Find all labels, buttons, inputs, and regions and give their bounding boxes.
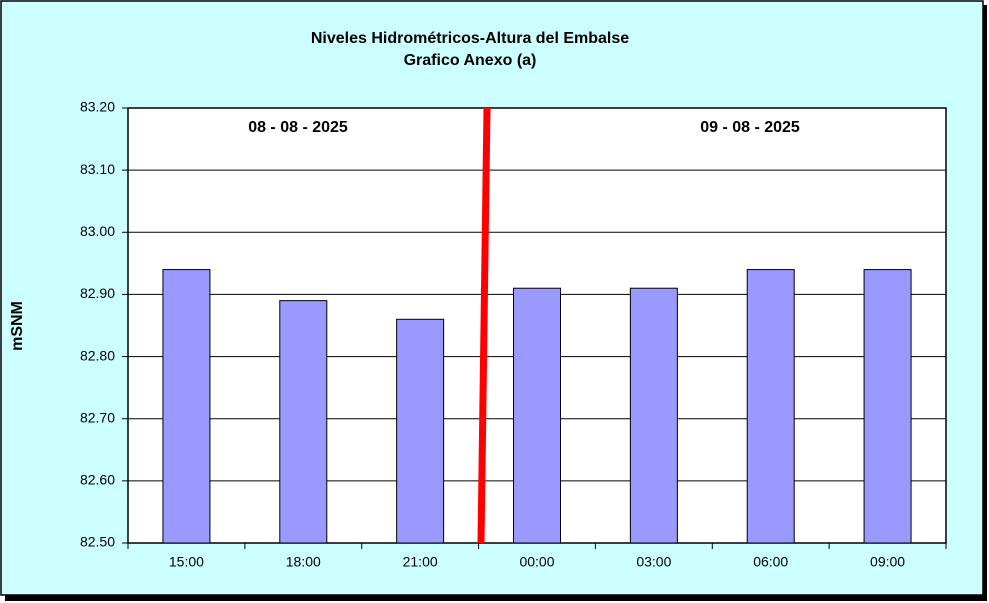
bar bbox=[629, 287, 678, 544]
x-tick-label: 03:00 bbox=[636, 554, 671, 570]
x-tick-label: 21:00 bbox=[403, 554, 438, 570]
y-tick-label: 82.80 bbox=[80, 347, 115, 363]
annotation: 08 - 08 - 2025 bbox=[248, 119, 348, 136]
y-tick-label: 82.70 bbox=[80, 409, 115, 425]
bar bbox=[279, 300, 328, 544]
y-tick-label: 83.00 bbox=[80, 223, 115, 239]
annotation: 09 - 08 - 2025 bbox=[700, 119, 800, 136]
y-tick-label: 82.60 bbox=[80, 472, 115, 488]
x-tick-label: 09:00 bbox=[870, 554, 905, 570]
bar bbox=[162, 269, 211, 544]
x-tick-label: 00:00 bbox=[519, 554, 554, 570]
bar bbox=[746, 269, 795, 544]
bar bbox=[396, 318, 445, 544]
y-tick-label: 83.20 bbox=[80, 99, 115, 115]
y-tick-label: 82.90 bbox=[80, 285, 115, 301]
x-tick-label: 18:00 bbox=[286, 554, 321, 570]
y-tick-label: 82.50 bbox=[80, 534, 115, 550]
y-tick-label: 83.10 bbox=[80, 161, 115, 177]
y-axis-label: mSNM bbox=[9, 301, 26, 351]
chart-title: Niveles Hidrométricos-Altura del Embalse bbox=[311, 30, 629, 47]
bar bbox=[513, 287, 561, 544]
x-tick-label: 06:00 bbox=[753, 554, 788, 570]
chart-subtitle: Grafico Anexo (a) bbox=[404, 52, 537, 69]
day-divider bbox=[477, 107, 491, 544]
x-tick-label: 15:00 bbox=[169, 554, 204, 570]
bar bbox=[863, 269, 912, 544]
